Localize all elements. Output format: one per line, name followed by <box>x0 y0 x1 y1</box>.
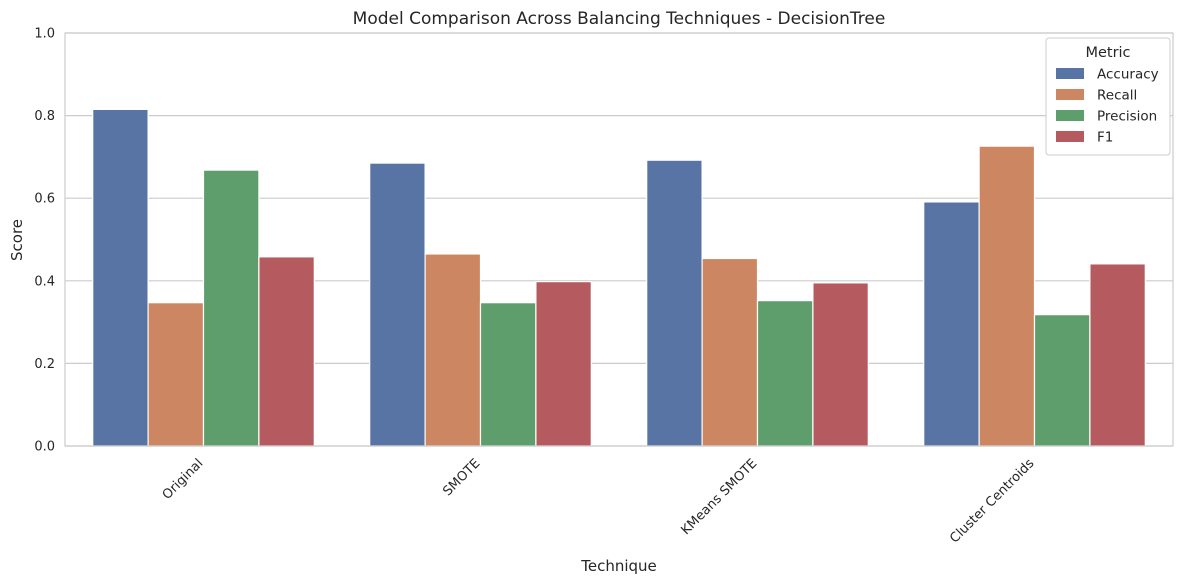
y-tick-labels: 0.0 0.2 0.4 0.6 0.8 1.0 <box>34 27 55 455</box>
y-tick-label: 0.6 <box>34 192 55 207</box>
bar-f1-smote <box>535 281 592 447</box>
plot-frame <box>64 32 1174 447</box>
bar-recall-smote <box>424 253 482 447</box>
legend-swatch <box>1056 68 1084 79</box>
chart-title: Model Comparison Across Balancing Techni… <box>353 9 886 29</box>
y-tick-label: 0.0 <box>34 440 55 455</box>
bar-precision-cluster-centroids <box>1033 314 1091 447</box>
y-tick-label: 0.2 <box>34 357 55 372</box>
legend-label: Accuracy <box>1097 67 1159 83</box>
legend-frame <box>1045 37 1171 156</box>
legend-label: Precision <box>1097 109 1157 125</box>
x-tick-labels: Original SMOTE KMeans SMOTE Cluster Centroi… <box>160 456 1038 546</box>
bar-recall-cluster-centroids <box>978 145 1036 447</box>
bar-precision-original <box>202 169 260 447</box>
y-tick-label: 1.0 <box>34 27 55 42</box>
legend: Metric Accuracy Recall Precision F1 <box>1045 37 1171 156</box>
legend-label: Recall <box>1097 88 1137 104</box>
y-axis-label: Score <box>8 219 26 261</box>
bars <box>92 108 1146 447</box>
y-tick-label: 0.8 <box>34 109 55 124</box>
bar-precision-smote <box>479 302 537 447</box>
legend-items: Accuracy Recall Precision F1 <box>1056 67 1159 146</box>
bar-accuracy-smote <box>369 162 426 447</box>
legend-title: Metric <box>1085 45 1130 61</box>
bar-accuracy-cluster-centroids <box>923 201 980 447</box>
legend-swatch <box>1056 110 1084 121</box>
legend-swatch <box>1056 89 1084 100</box>
x-tick-label: SMOTE <box>440 456 483 499</box>
bar-recall-original <box>147 302 205 447</box>
bar-recall-kmeans-smote <box>701 257 759 447</box>
bar-accuracy-kmeans-smote <box>646 159 703 447</box>
bar-f1-kmeans-smote <box>812 282 869 447</box>
legend-label: F1 <box>1097 130 1113 146</box>
x-tick-label: Original <box>160 456 207 503</box>
y-tick-label: 0.4 <box>34 274 55 289</box>
bar-accuracy-original <box>92 108 149 447</box>
bar-precision-kmeans-smote <box>756 300 814 447</box>
bar-f1-cluster-centroids <box>1089 263 1146 447</box>
legend-swatch <box>1056 131 1084 142</box>
x-axis-label: Technique <box>580 557 657 575</box>
x-tick-label: KMeans SMOTE <box>679 456 761 538</box>
bar-f1-original <box>258 256 315 447</box>
x-tick-label: Cluster Centroids <box>947 456 1037 546</box>
